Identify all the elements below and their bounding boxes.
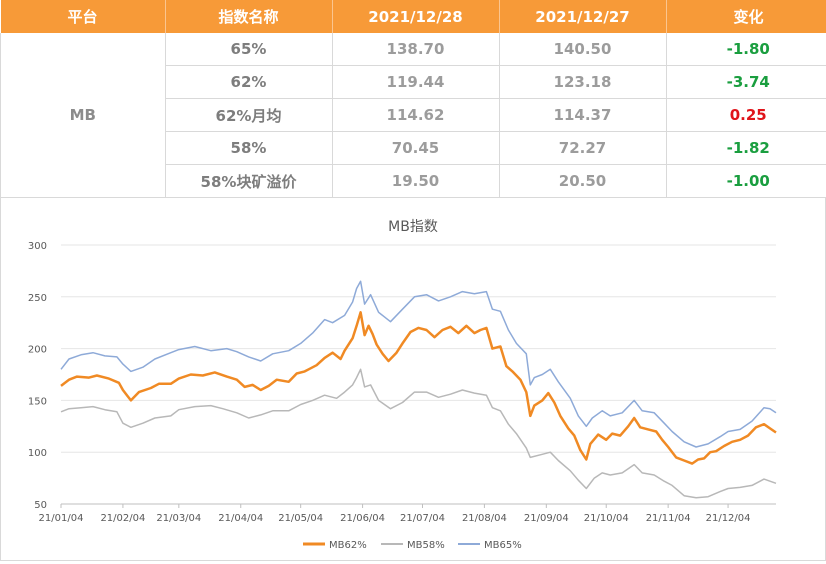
x-tick-label: 21/08/04 <box>462 513 507 524</box>
index-name-cell: 62% <box>165 66 332 99</box>
x-tick-label: 21/11/04 <box>646 513 691 524</box>
y-tick-label: 250 <box>28 293 47 304</box>
change-cell: 0.25 <box>666 99 826 132</box>
y-tick-label: 200 <box>28 345 47 356</box>
legend-label: MB62% <box>329 540 367 551</box>
chart-title: MB指数 <box>388 219 438 235</box>
change-cell: -1.80 <box>666 33 826 66</box>
x-tick-label: 21/03/04 <box>156 513 201 524</box>
y-tick-label: 50 <box>34 500 47 511</box>
value-date-2-cell: 123.18 <box>499 66 666 99</box>
legend-label: MB65% <box>484 540 522 551</box>
change-cell: -1.00 <box>666 165 826 198</box>
header-index-name: 指数名称 <box>165 0 332 33</box>
x-tick-label: 21/10/04 <box>584 513 629 524</box>
header-date-2: 2021/12/27 <box>499 0 666 33</box>
value-date-2-cell: 20.50 <box>499 165 666 198</box>
value-date-1-cell: 119.44 <box>332 66 499 99</box>
table-header-row: 平台 指数名称 2021/12/28 2021/12/27 变化 <box>1 0 826 33</box>
value-date-1-cell: 19.50 <box>332 165 499 198</box>
legend-label: MB58% <box>407 540 445 551</box>
value-date-2-cell: 140.50 <box>499 33 666 66</box>
header-change: 变化 <box>666 0 826 33</box>
index-name-cell: 58% <box>165 132 332 165</box>
y-tick-label: 150 <box>28 396 47 407</box>
change-cell: -3.74 <box>666 66 826 99</box>
x-tick-label: 21/05/04 <box>278 513 323 524</box>
x-tick-label: 21/09/04 <box>524 513 569 524</box>
x-tick-label: 21/04/04 <box>218 513 263 524</box>
value-date-1-cell: 114.62 <box>332 99 499 132</box>
index-name-cell: 65% <box>165 33 332 66</box>
value-date-2-cell: 114.37 <box>499 99 666 132</box>
platform-cell: MB <box>1 33 166 198</box>
x-tick-label: 21/06/04 <box>340 513 385 524</box>
change-cell: -1.82 <box>666 132 826 165</box>
header-date-1: 2021/12/28 <box>332 0 499 33</box>
series-line-mb58pct <box>61 369 776 498</box>
table-row: MB 65% 138.70 140.50 -1.80 <box>1 33 826 66</box>
value-date-2-cell: 72.27 <box>499 132 666 165</box>
series-line-mb65pct <box>61 281 776 447</box>
value-date-1-cell: 138.70 <box>332 33 499 66</box>
value-date-1-cell: 70.45 <box>332 132 499 165</box>
index-table: 平台 指数名称 2021/12/28 2021/12/27 变化 MB 65% … <box>0 0 826 198</box>
chart-panel: MB指数 50 100 150 200 250 300 21/01/04 21/02/04 2… <box>0 198 826 561</box>
y-tick-label: 300 <box>28 241 47 252</box>
series-line-mb62pct <box>61 312 776 463</box>
header-platform: 平台 <box>1 0 166 33</box>
x-tick-label: 21/12/04 <box>706 513 751 524</box>
x-tick-label: 21/02/04 <box>100 513 145 524</box>
index-name-cell: 58%块矿溢价 <box>165 165 332 198</box>
mb-index-line-chart: MB指数 50 100 150 200 250 300 21/01/04 21/02/04 2… <box>1 198 825 560</box>
x-tick-label: 21/07/04 <box>400 513 445 524</box>
x-tick-label: 21/01/04 <box>39 513 84 524</box>
y-tick-label: 100 <box>28 448 47 459</box>
index-name-cell: 62%月均 <box>165 99 332 132</box>
